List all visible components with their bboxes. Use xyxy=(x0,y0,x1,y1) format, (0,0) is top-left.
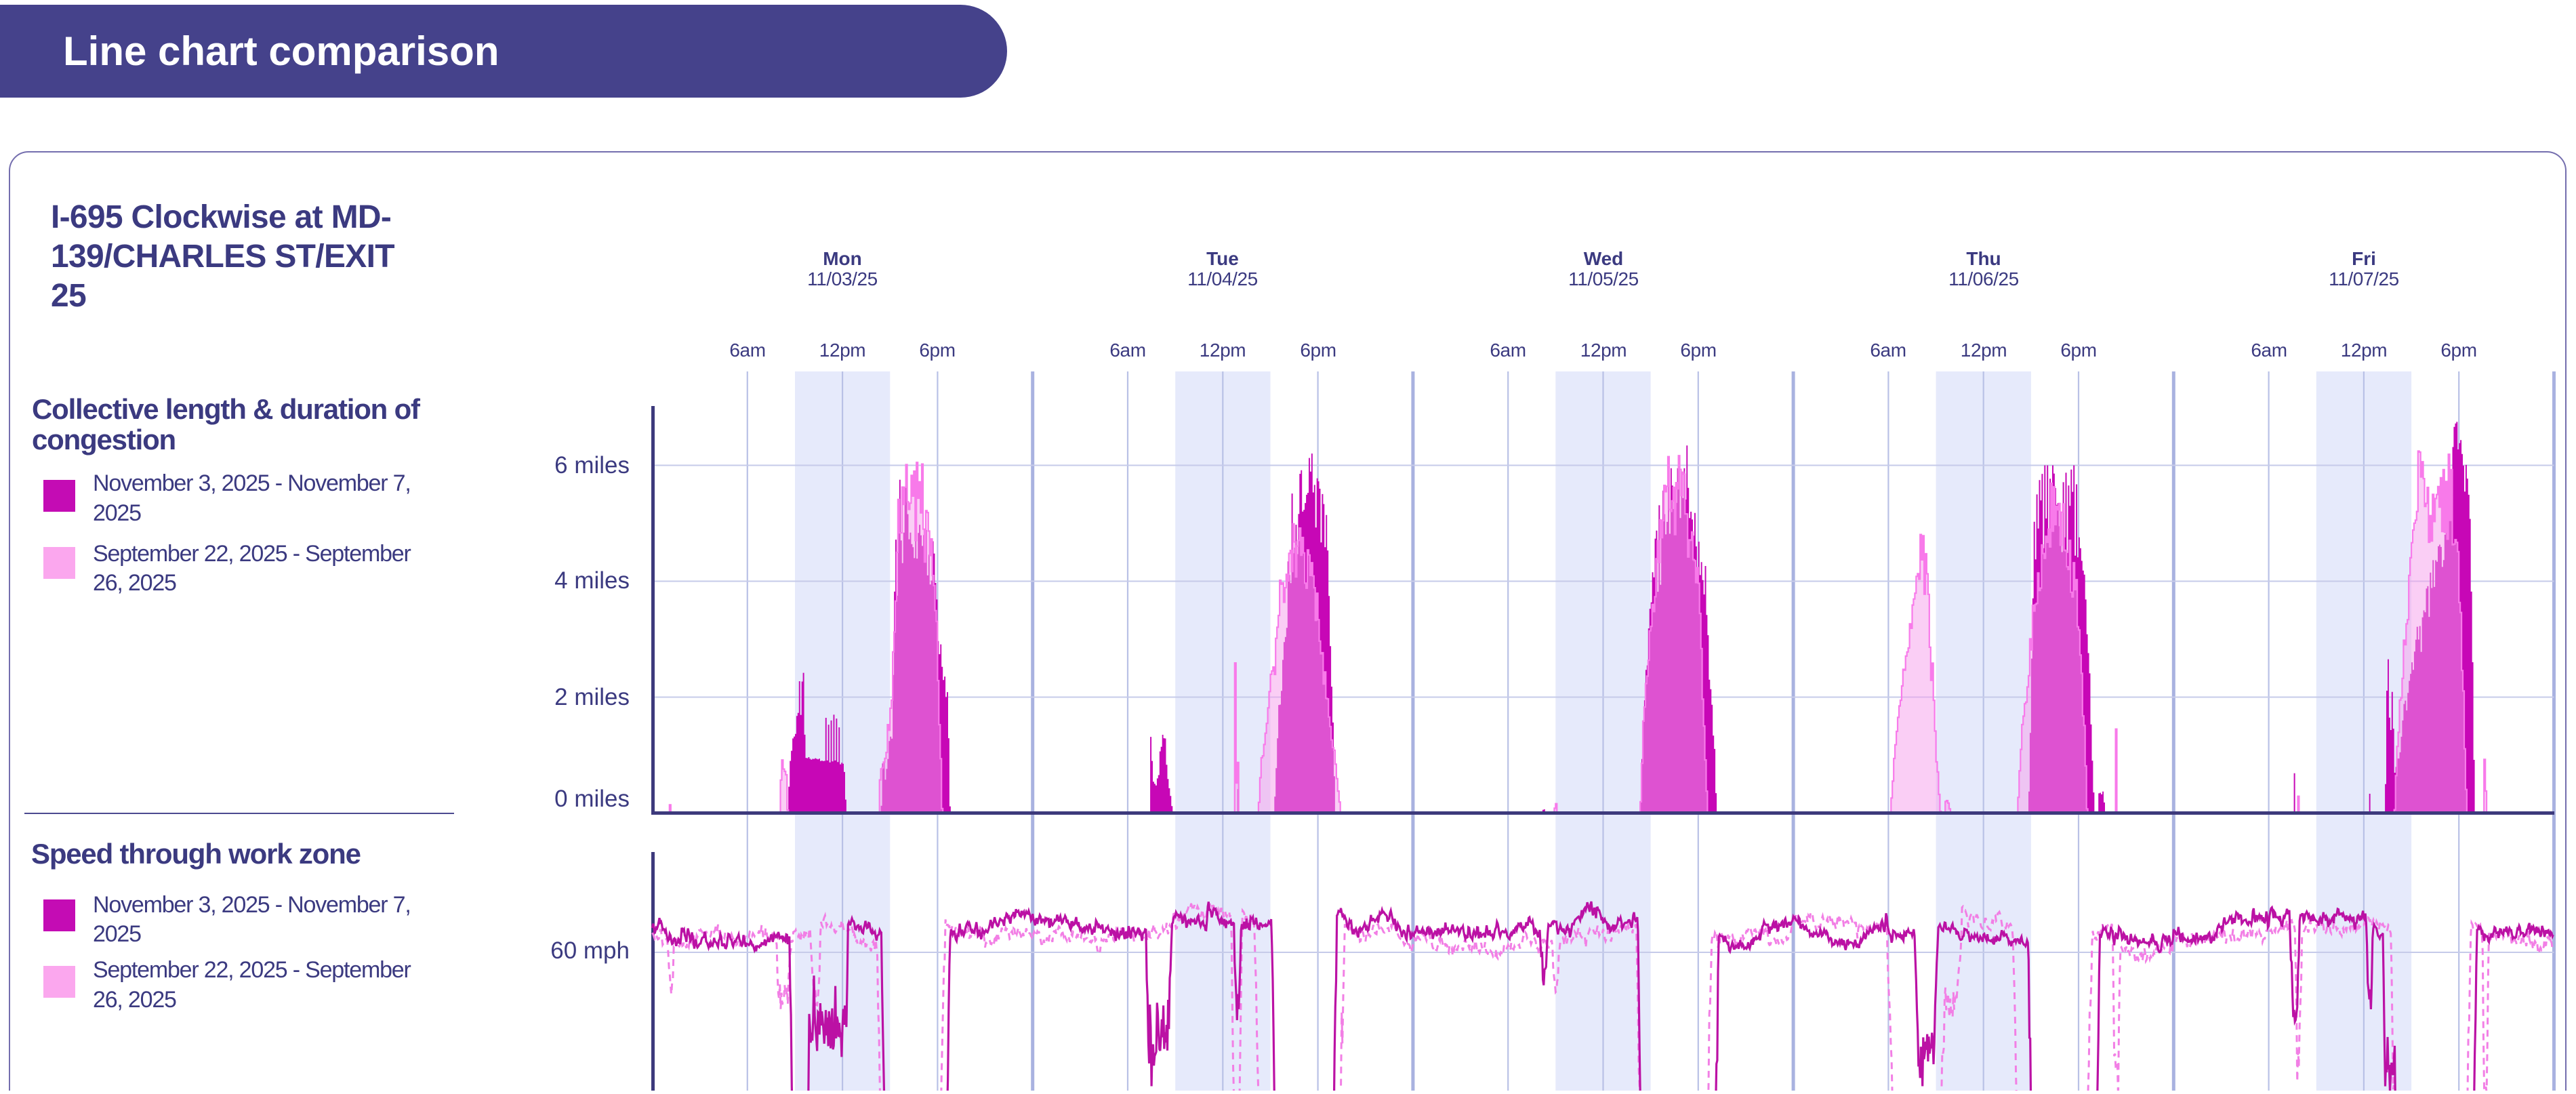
svg-text:12pm: 12pm xyxy=(819,340,865,361)
svg-text:2025: 2025 xyxy=(93,921,141,947)
svg-text:25: 25 xyxy=(51,278,86,314)
svg-text:2025: 2025 xyxy=(93,500,141,526)
svg-text:6pm: 6pm xyxy=(1680,340,1716,361)
svg-text:September 22, 2025 - September: September 22, 2025 - September xyxy=(93,541,411,567)
svg-text:6 miles: 6 miles xyxy=(554,452,630,479)
svg-text:6am: 6am xyxy=(729,340,765,361)
svg-text:Tue: Tue xyxy=(1206,248,1239,269)
svg-text:I-695 Clockwise at MD-: I-695 Clockwise at MD- xyxy=(51,199,391,235)
svg-text:26, 2025: 26, 2025 xyxy=(93,570,176,596)
svg-text:139/CHARLES ST/EXIT: 139/CHARLES ST/EXIT xyxy=(51,239,394,275)
svg-text:26, 2025: 26, 2025 xyxy=(93,987,176,1013)
svg-text:11/05/25: 11/05/25 xyxy=(1568,268,1639,289)
svg-text:Wed: Wed xyxy=(1584,248,1624,269)
svg-text:11/04/25: 11/04/25 xyxy=(1187,268,1258,289)
svg-text:11/03/25: 11/03/25 xyxy=(807,268,878,289)
svg-text:12pm: 12pm xyxy=(1961,340,2007,361)
svg-text:November 3, 2025 - November 7,: November 3, 2025 - November 7, xyxy=(93,470,411,496)
svg-text:12pm: 12pm xyxy=(2341,340,2387,361)
svg-text:September 22, 2025 - September: September 22, 2025 - September xyxy=(93,957,411,983)
svg-text:Mon: Mon xyxy=(823,248,862,269)
svg-text:60 mph: 60 mph xyxy=(550,937,630,964)
svg-text:2 miles: 2 miles xyxy=(554,684,630,710)
svg-text:11/07/25: 11/07/25 xyxy=(2329,268,2399,289)
svg-text:6pm: 6pm xyxy=(919,340,955,361)
svg-text:6am: 6am xyxy=(1490,340,1526,361)
svg-text:Fri: Fri xyxy=(2352,248,2376,269)
svg-text:6am: 6am xyxy=(2251,340,2287,361)
svg-text:4 miles: 4 miles xyxy=(554,567,630,594)
svg-text:12pm: 12pm xyxy=(1580,340,1627,361)
svg-text:6am: 6am xyxy=(1870,340,1906,361)
svg-text:0 miles: 0 miles xyxy=(554,786,630,812)
svg-text:Thu: Thu xyxy=(1966,248,2001,269)
svg-text:Collective length & duration o: Collective length & duration of xyxy=(32,393,421,425)
svg-text:Speed through work zone: Speed through work zone xyxy=(31,838,361,870)
svg-text:Line chart comparison: Line chart comparison xyxy=(63,28,499,74)
svg-text:6pm: 6pm xyxy=(2060,340,2096,361)
svg-text:congestion: congestion xyxy=(32,424,176,455)
svg-text:6am: 6am xyxy=(1109,340,1145,361)
svg-text:6pm: 6pm xyxy=(2440,340,2476,361)
svg-text:11/06/25: 11/06/25 xyxy=(1948,268,2019,289)
svg-text:November 3, 2025 - November 7,: November 3, 2025 - November 7, xyxy=(93,892,411,918)
svg-text:6pm: 6pm xyxy=(1300,340,1336,361)
svg-text:12pm: 12pm xyxy=(1200,340,1246,361)
